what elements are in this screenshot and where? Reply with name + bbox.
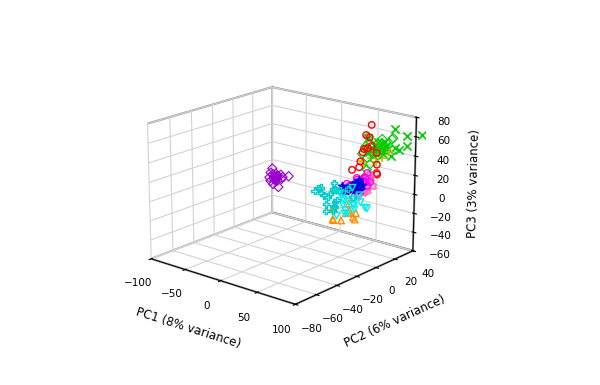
Y-axis label: PC2 (6% variance): PC2 (6% variance) bbox=[342, 293, 446, 350]
X-axis label: PC1 (8% variance): PC1 (8% variance) bbox=[134, 306, 242, 351]
